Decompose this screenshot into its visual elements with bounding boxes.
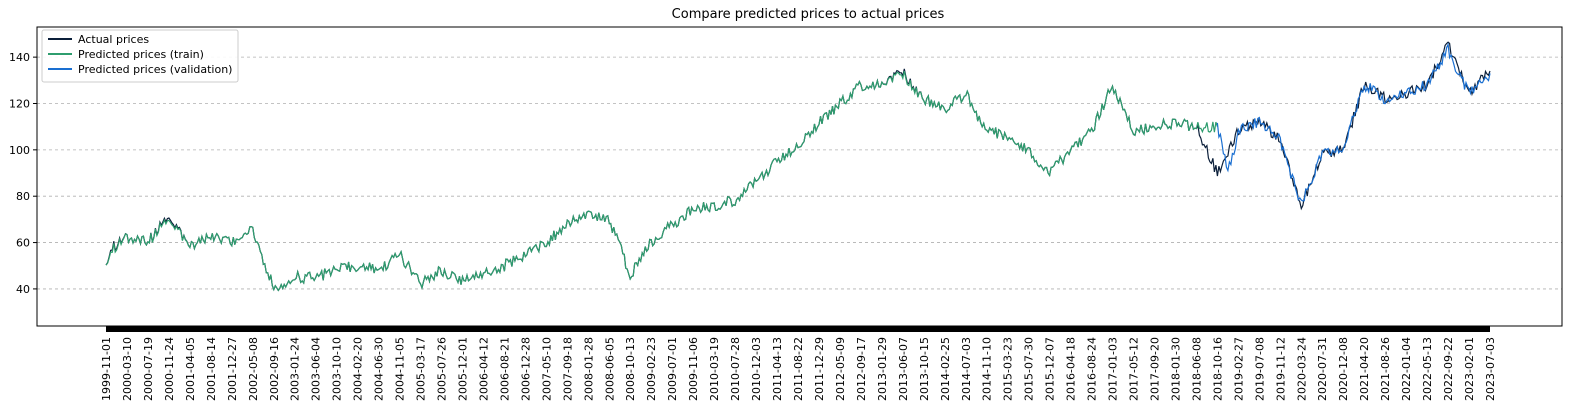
predicted-validation-line (1216, 42, 1491, 202)
x-tick-label: 2014-07-03 (960, 337, 973, 401)
legend-box (41, 29, 239, 83)
x-tick-label: 2009-02-23 (645, 337, 658, 401)
y-tick-label: 80 (16, 190, 30, 203)
chart-title: Compare predicted prices to actual price… (672, 7, 945, 22)
y-gridlines (37, 56, 1562, 290)
x-tick-label: 2015-07-30 (1023, 337, 1036, 401)
predicted-train-line (105, 70, 1218, 292)
x-tick-label: 2009-07-01 (666, 337, 679, 401)
legend-entry-label: Predicted prices (validation) (78, 63, 232, 76)
x-tick-label: 2004-02-20 (352, 337, 365, 401)
x-tick-label: 2017-01-03 (1107, 337, 1120, 401)
x-tick-label: 2019-02-27 (1232, 337, 1245, 401)
y-tick-label: 140 (9, 51, 30, 64)
x-tick-label: 2005-03-17 (415, 337, 428, 401)
x-tick-label: 2011-04-13 (771, 337, 784, 401)
series-predicted-validation (1216, 42, 1491, 202)
x-tick-label: 2013-01-29 (876, 337, 889, 401)
x-tick-label: 2018-10-16 (1211, 337, 1224, 401)
x-tick-label: 2008-01-28 (582, 337, 595, 401)
x-tick-label: 2006-08-21 (498, 337, 511, 401)
x-tick-label: 2012-09-17 (855, 337, 868, 401)
x-tick-label: 2009-11-06 (687, 337, 700, 401)
x-tick-label: 2016-08-24 (1086, 337, 1099, 401)
x-tick-label: 2007-05-10 (540, 337, 553, 401)
y-axis: 40 60 80 100 120 140 (9, 51, 37, 296)
x-tick-band (106, 326, 1490, 332)
actual-prices-line (105, 41, 1491, 292)
x-tick-label: 2000-11-24 (163, 337, 176, 401)
x-tick-label: 2012-05-09 (834, 337, 847, 401)
x-tick-label: 2021-08-26 (1379, 337, 1392, 401)
x-tick-label: 2019-07-08 (1253, 337, 1266, 401)
x-tick-label: 2007-09-18 (561, 337, 574, 401)
x-tick-label: 2019-11-12 (1274, 337, 1287, 401)
x-tick-label: 2003-10-10 (331, 337, 344, 401)
x-tick-label: 2001-04-05 (184, 337, 197, 401)
x-tick-label: 2015-03-23 (1002, 337, 1015, 401)
x-axis: 1999-11-01 2000-03-10 2000-07-19 2000-11-24… (100, 326, 1497, 401)
x-tick-label: 2018-06-08 (1190, 337, 1203, 401)
legend-entry-label: Actual prices (78, 33, 149, 46)
x-tick-label: 1999-11-01 (100, 337, 113, 401)
x-tick-label: 2023-07-03 (1484, 337, 1497, 401)
y-tick-label: 100 (9, 144, 30, 157)
x-tick-label: 2008-10-13 (624, 337, 637, 401)
x-tick-label: 2010-03-19 (708, 337, 721, 401)
y-tick-label: 120 (9, 97, 30, 110)
x-tick-label: 2004-06-30 (373, 337, 386, 401)
x-tick-label: 2022-09-22 (1442, 337, 1455, 401)
x-tick-label: 2010-12-03 (750, 337, 763, 401)
x-tick-label: 2023-02-01 (1463, 337, 1476, 401)
x-tick-label: 2008-06-05 (603, 337, 616, 401)
x-tick-label: 2001-12-27 (226, 337, 239, 401)
x-tick-label: 2015-12-07 (1044, 337, 1057, 401)
x-tick-label: 2001-08-14 (205, 337, 218, 401)
plot-frame (36, 26, 1563, 327)
x-tick-label: 2005-12-01 (456, 337, 469, 401)
x-tick-label: 2004-11-05 (394, 337, 407, 401)
x-tick-label: 2014-11-10 (981, 337, 994, 401)
x-tick-label: 2006-04-12 (477, 337, 490, 401)
legend: Actual prices Predicted prices (train) Pre… (41, 29, 239, 83)
x-tick-label: 2013-10-15 (918, 337, 931, 401)
x-tick-label: 2017-09-20 (1148, 337, 1161, 401)
x-tick-label: 2017-05-12 (1128, 337, 1141, 401)
x-tick-label: 2000-07-19 (142, 337, 155, 401)
x-tick-label: 2002-09-16 (268, 337, 281, 401)
x-tick-label: 2022-05-13 (1421, 337, 1434, 401)
x-tick-label: 2011-12-29 (813, 337, 826, 401)
x-tick-label: 2003-01-24 (289, 337, 302, 401)
x-tick-label: 2006-12-28 (519, 337, 532, 401)
x-tick-label: 2000-03-10 (121, 337, 134, 401)
x-tick-label: 2002-05-08 (247, 337, 260, 401)
x-tick-label: 2020-03-24 (1295, 337, 1308, 401)
x-tick-label: 2018-01-30 (1169, 337, 1182, 401)
x-tick-label: 2016-04-18 (1065, 337, 1078, 401)
y-tick-label: 40 (16, 283, 30, 296)
legend-entry-label: Predicted prices (train) (78, 48, 204, 61)
x-tick-label: 2003-06-04 (310, 337, 323, 401)
x-tick-label: 2020-07-31 (1316, 337, 1329, 401)
x-tick-label: 2020-12-08 (1337, 337, 1350, 401)
x-tick-label: 2021-04-20 (1358, 337, 1371, 401)
series-predicted-train (105, 70, 1218, 292)
x-tick-label: 2010-07-28 (729, 337, 742, 401)
x-tick-label: 2022-01-04 (1400, 337, 1413, 401)
series-actual-prices (105, 41, 1491, 292)
x-tick-label: 2011-08-22 (792, 337, 805, 401)
x-tick-label: 2014-02-25 (939, 337, 952, 401)
y-tick-label: 60 (16, 237, 30, 250)
x-tick-label: 2013-06-07 (897, 337, 910, 401)
x-tick-label: 2005-07-26 (436, 337, 449, 401)
